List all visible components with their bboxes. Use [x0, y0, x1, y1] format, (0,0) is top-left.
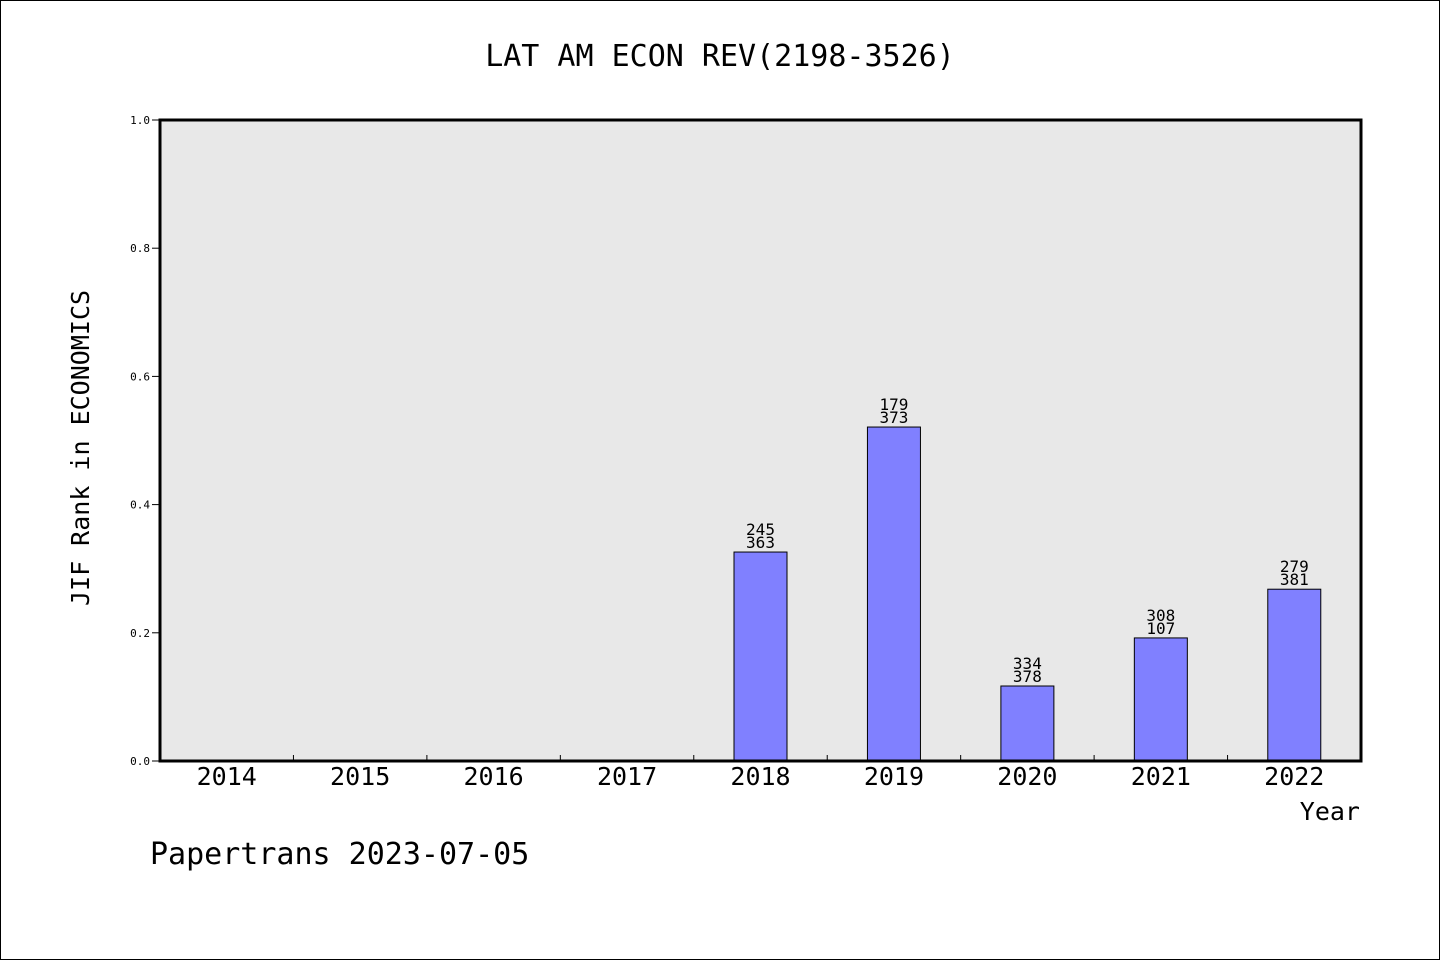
x-tick-label: 2016	[464, 762, 524, 791]
x-tick-label: 2014	[197, 762, 257, 791]
x-tick-label: 2018	[730, 762, 790, 791]
x-axis-label: Year	[1300, 797, 1360, 826]
y-tick-label: 0.6	[130, 370, 150, 383]
bar-label-bottom: 381	[1280, 570, 1309, 589]
plot-border	[158, 118, 1363, 763]
bar-label-top: 245	[746, 520, 775, 539]
chart-title: LAT AM ECON REV(2198-3526)	[485, 39, 955, 74]
bar-label-top: 279	[1280, 557, 1309, 576]
x-tick-label: 2020	[997, 762, 1057, 791]
footer-text: Papertrans 2023-07-05	[150, 837, 529, 872]
bar-2021	[1133, 637, 1188, 762]
bar-label-bottom: 363	[746, 533, 775, 552]
bar-2022	[1267, 588, 1322, 762]
y-axis: 0.0 0.2 0.4 0.6 0.8 1.0	[130, 114, 160, 768]
bar-label-top: 334	[1013, 654, 1042, 673]
bar-2019	[866, 426, 921, 762]
y-tick-label: 0.4	[130, 499, 150, 512]
x-tick-label: 2015	[330, 762, 390, 791]
x-tick-label: 2019	[864, 762, 924, 791]
bar-label-top: 308	[1146, 606, 1175, 625]
bar-label-top: 179	[879, 395, 908, 414]
x-tick-label: 2021	[1131, 762, 1191, 791]
x-tick-label: 2017	[597, 762, 657, 791]
y-axis-label: JIF Rank in ECONOMICS	[66, 290, 95, 606]
y-tick-label: 1.0	[130, 114, 150, 127]
x-axis: 2014 2015 2016 2017 2018 2019 2020 2021 2022	[197, 755, 1324, 791]
bar-label-bottom: 107	[1146, 619, 1175, 638]
y-tick-label: 0.2	[130, 627, 150, 640]
bar-2020	[1000, 685, 1055, 762]
bar-2018	[733, 551, 788, 762]
bar-label-bottom: 378	[1013, 667, 1042, 686]
y-tick-label: 0.0	[130, 755, 150, 768]
y-tick-label: 0.8	[130, 242, 150, 255]
x-tick-label: 2022	[1264, 762, 1324, 791]
bar-label-bottom: 373	[879, 408, 908, 427]
